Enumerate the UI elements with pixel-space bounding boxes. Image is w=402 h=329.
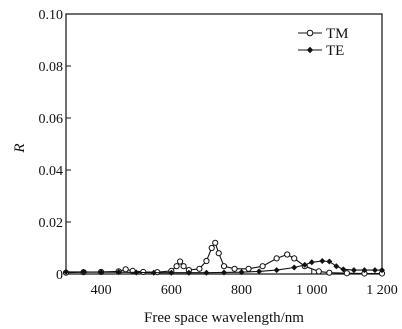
data-point-te <box>80 268 87 275</box>
y-tick-label: 0.10 <box>39 8 64 23</box>
data-point-te <box>350 267 357 274</box>
data-point-te <box>256 268 263 275</box>
data-point-te <box>221 269 227 276</box>
data-point-tm <box>291 255 298 262</box>
data-point-te <box>238 269 245 276</box>
data-point-tm <box>245 265 252 272</box>
data-point-tm <box>177 258 184 265</box>
data-point-te <box>308 259 315 266</box>
data-point-tm <box>326 269 333 276</box>
y-axis: 0 0.02 0.04 0.06 0.08 0.10 <box>39 8 71 283</box>
x-tick-label: 800 <box>231 283 252 298</box>
y-tick-label: 0.06 <box>39 112 64 127</box>
data-point-te <box>361 267 368 274</box>
x-axis: 400 600 800 1 000 1 200 <box>91 269 398 298</box>
data-point-te <box>301 261 308 268</box>
y-tick-label: 0.08 <box>39 60 64 75</box>
data-point-tm <box>284 251 291 258</box>
series-te <box>63 258 385 276</box>
data-point-tm <box>315 268 322 275</box>
data-point-tm <box>220 263 228 270</box>
data-point-tm <box>196 265 203 272</box>
data-point-te <box>333 263 340 270</box>
data-point-te <box>371 267 378 274</box>
legend-label-te: TE <box>326 43 344 59</box>
data-point-te <box>379 267 385 274</box>
x-axis-title: Free space wavelength/nm <box>144 310 304 326</box>
data-point-tm <box>122 266 129 273</box>
legend-marker-tm <box>306 29 314 37</box>
data-point-tm <box>273 255 280 262</box>
data-point-te <box>185 269 192 276</box>
x-tick-label: 400 <box>91 283 112 298</box>
data-point-te <box>203 269 210 276</box>
data-point-te <box>150 269 157 276</box>
legend-label-tm: TM <box>326 26 349 42</box>
y-tick-label: 0 <box>56 268 63 283</box>
x-tick-label: 600 <box>161 283 182 298</box>
data-point-tm <box>203 257 210 265</box>
data-point-tm <box>231 265 238 272</box>
data-point-tm <box>215 250 222 257</box>
series-layer <box>62 239 386 277</box>
data-point-te <box>63 268 69 275</box>
data-point-te <box>319 258 326 264</box>
y-tick-label: 0.04 <box>39 164 64 179</box>
data-point-te <box>115 269 122 276</box>
data-point-tm <box>208 244 215 252</box>
data-point-tm <box>173 263 180 270</box>
data-point-te <box>98 269 105 276</box>
data-point-tm <box>343 270 350 277</box>
data-point-tm <box>259 263 266 270</box>
legend-marker-te <box>306 46 314 54</box>
data-point-tm <box>212 239 219 246</box>
data-point-te <box>340 266 347 273</box>
y-axis-title: R <box>12 143 28 153</box>
data-point-tm <box>140 268 147 276</box>
data-point-te <box>291 264 298 271</box>
x-tick-label: 1 000 <box>296 283 328 298</box>
data-point-te <box>168 269 175 276</box>
x-tick-label: 1 200 <box>366 283 398 298</box>
y-tick-label: 0.02 <box>39 216 64 231</box>
data-point-te <box>326 258 333 265</box>
data-point-te <box>133 269 140 276</box>
data-point-te <box>273 267 280 274</box>
data-point-tm <box>180 263 187 270</box>
